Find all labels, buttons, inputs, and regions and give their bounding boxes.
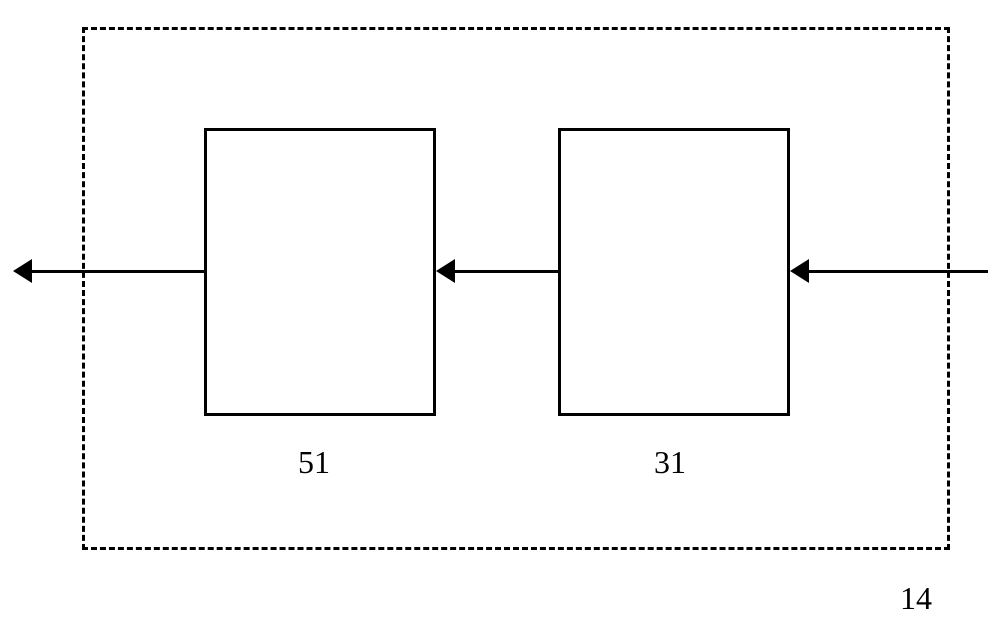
block-31 (558, 128, 790, 416)
block-51 (204, 128, 436, 416)
arrow-out-head (13, 259, 32, 283)
arrow-out-line (25, 270, 204, 273)
arrow-mid-head (436, 259, 455, 283)
arrow-mid-line (448, 270, 558, 273)
arrow-in-head (790, 259, 809, 283)
arrow-in-line (802, 270, 988, 273)
label-31: 31 (654, 444, 686, 481)
label-14: 14 (900, 580, 932, 617)
label-51: 51 (298, 444, 330, 481)
